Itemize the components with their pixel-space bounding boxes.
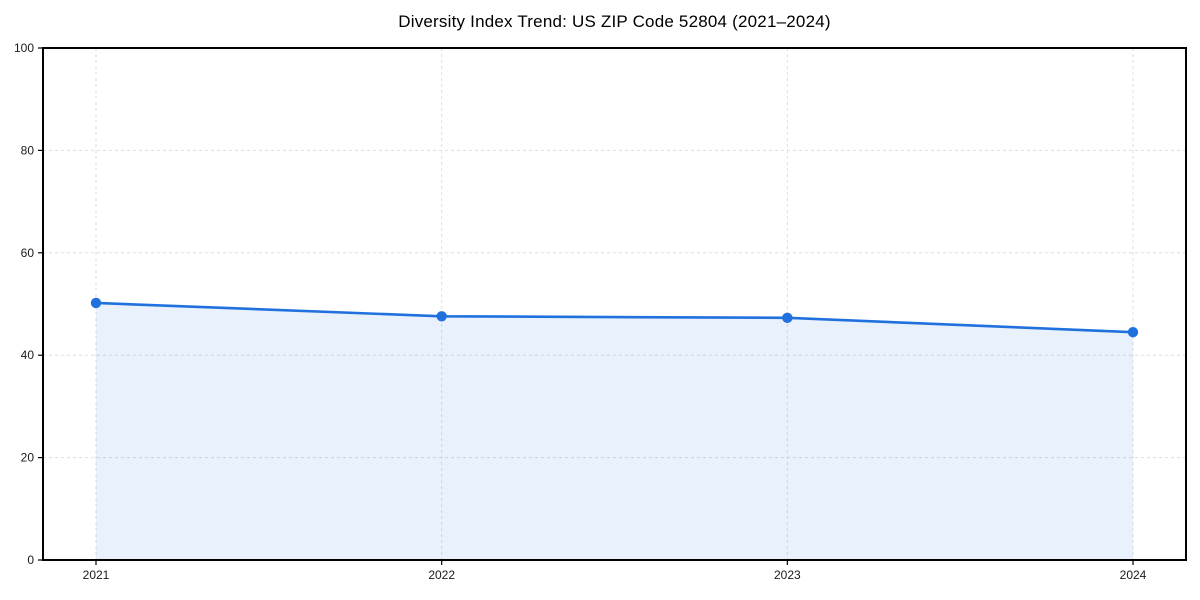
data-point-marker (90, 297, 102, 309)
y-tick-label: 100 (14, 41, 34, 55)
y-tick-label: 40 (21, 348, 35, 362)
x-tick-label: 2021 (83, 568, 110, 582)
y-tick-label: 0 (27, 553, 34, 567)
trend-line (94, 301, 1135, 334)
y-tick-label: 60 (21, 246, 35, 260)
y-tick-label: 20 (21, 451, 35, 465)
x-gridlines (95, 48, 1134, 560)
y-tick-labels: 0 20 40 60 80 100 (14, 41, 34, 567)
x-tick-label: 2022 (428, 568, 455, 582)
data-point-marker (436, 311, 447, 322)
chart-title: Diversity Index Trend: US ZIP Code 52804… (398, 12, 831, 31)
data-point-markers (90, 297, 1139, 338)
plot-border (42, 47, 1187, 561)
x-tick-labels: 2021 2022 2023 2024 (83, 568, 1147, 582)
data-point-marker (782, 312, 793, 324)
x-tick-label: 2023 (774, 568, 801, 582)
tick-marks (38, 47, 1134, 565)
y-tick-label: 80 (21, 143, 35, 157)
data-point-marker (1127, 326, 1139, 338)
x-tick-label: 2024 (1120, 568, 1147, 582)
area-fill (96, 302, 1133, 560)
